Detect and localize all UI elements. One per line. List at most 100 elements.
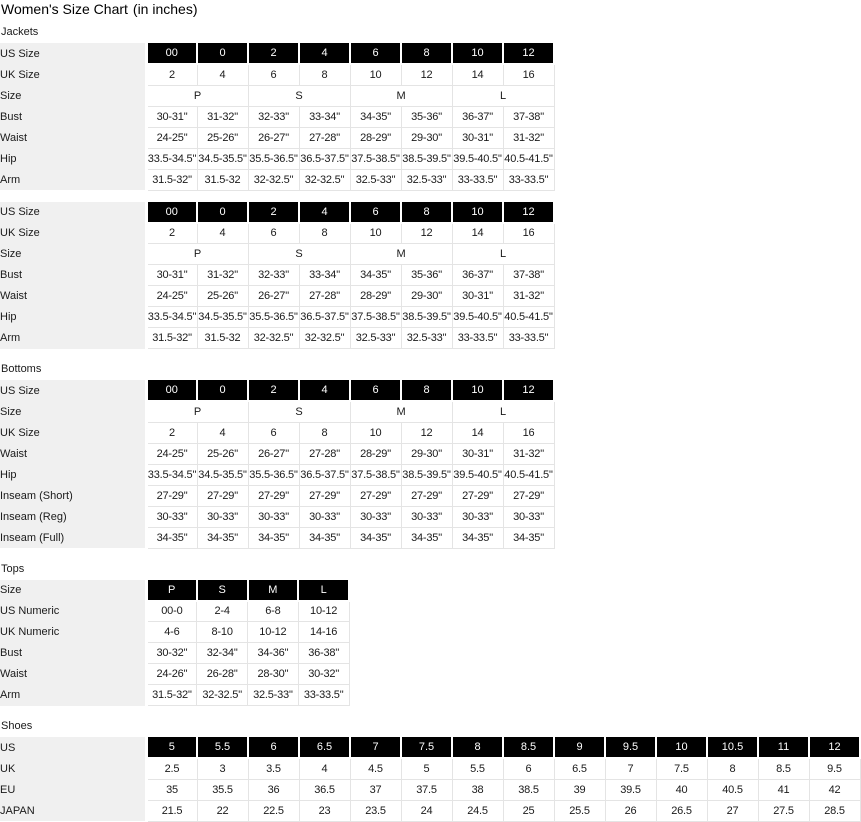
- data-cell: 27-28": [298, 442, 351, 465]
- row-label: US Size: [0, 201, 148, 223]
- data-cell: 32-32.5": [196, 684, 248, 706]
- table-row: Arm 31.5-32" 32-32.5" 32.5-33" 33-33.5": [0, 684, 350, 706]
- data-cell: M: [349, 84, 453, 107]
- data-cell: 28-29": [349, 442, 402, 465]
- data-cell: 4.5: [349, 757, 402, 780]
- header-cell: 6: [349, 380, 402, 402]
- data-cell: 32.5-33": [247, 684, 299, 706]
- header-cell: L: [297, 579, 350, 602]
- header-cell: 0: [196, 201, 249, 224]
- data-cell: 3.5: [247, 757, 300, 780]
- data-cell: 31.5-32": [145, 684, 198, 706]
- row-label: Waist: [0, 443, 148, 464]
- data-cell: 38.5: [502, 778, 555, 801]
- data-cell: 30-33": [247, 505, 300, 528]
- header-cell: 5.5: [196, 737, 249, 759]
- data-cell: 33.5-34.5": [145, 147, 198, 170]
- data-cell: M: [349, 400, 453, 423]
- data-cell: 4: [298, 757, 351, 780]
- data-cell: 31.5-32": [145, 168, 198, 191]
- header-cell: 8: [400, 43, 453, 65]
- data-cell: 10-12: [247, 621, 299, 643]
- data-cell: 24-25": [145, 442, 198, 465]
- table-row: UK Size 2 4 6 8 10 12 14 16: [0, 222, 555, 244]
- data-cell: 31-32": [502, 442, 555, 465]
- data-cell: 39.5-40.5": [451, 147, 504, 170]
- data-cell: 22: [196, 799, 249, 822]
- data-cell: 42: [808, 778, 861, 801]
- table-row: Size P S M L: [0, 84, 555, 107]
- table-row: Hip 33.5-34.5" 34.5-35.5" 35.5-36.5" 36.5-37…: [0, 306, 555, 328]
- data-cell: 27-29": [196, 484, 249, 507]
- data-cell: S: [247, 84, 351, 107]
- row-label: UK Size: [0, 64, 148, 85]
- data-cell: 2-4: [196, 600, 248, 622]
- data-cell: 27-29": [145, 484, 198, 507]
- data-cell: 10: [349, 63, 402, 86]
- header-cell: 6: [349, 201, 402, 224]
- data-cell: 30-33": [400, 505, 453, 528]
- data-cell: 32.5-33": [400, 327, 453, 349]
- header-cell: 10: [451, 43, 504, 65]
- data-cell: 12: [400, 63, 453, 86]
- data-cell: 27-29": [298, 484, 351, 507]
- data-cell: 29-30": [400, 126, 453, 149]
- header-cell: 8: [400, 380, 453, 402]
- data-cell: 8: [706, 757, 759, 780]
- row-label: EU: [0, 779, 148, 800]
- table-row: Waist 24-26" 26-28" 28-30" 30-32": [0, 663, 350, 685]
- table-row: UK Size 2 4 6 8 10 12 14 16: [0, 63, 555, 86]
- header-cell: 00: [145, 380, 198, 402]
- data-cell: 4: [196, 421, 249, 444]
- table-row: Arm 31.5-32" 31.5-32 32-32.5" 32-32.5" 32.5-3…: [0, 327, 555, 349]
- data-cell: 36.5: [298, 778, 351, 801]
- data-cell: 32-32.5": [247, 168, 300, 191]
- header-cell: 10: [451, 201, 504, 224]
- table-row: Bust 30-31" 31-32" 32-33" 33-34" 34-35" 35-36"…: [0, 105, 555, 128]
- header-cell: 12: [808, 737, 861, 759]
- row-label: US Numeric: [0, 600, 148, 622]
- data-cell: 10-12: [297, 600, 350, 622]
- data-cell: 32-33": [247, 264, 300, 286]
- header-cell: 0: [196, 380, 249, 402]
- data-cell: 24: [400, 799, 453, 822]
- data-cell: 4: [196, 222, 249, 244]
- data-cell: 26-27": [247, 126, 300, 149]
- data-cell: 40.5-41.5": [502, 147, 555, 170]
- table-row: Arm 31.5-32" 31.5-32 32-32.5" 32-32.5" 32.5-3…: [0, 168, 555, 191]
- section-title: Tops: [1, 562, 25, 575]
- header-cell: 2: [247, 43, 300, 65]
- data-cell: 25-26": [196, 285, 249, 307]
- data-cell: 32.5-33": [400, 168, 453, 191]
- data-cell: 36-38": [297, 642, 350, 664]
- data-cell: 24.5: [451, 799, 504, 822]
- header-cell: 2: [247, 201, 300, 224]
- data-cell: 8: [298, 63, 351, 86]
- data-cell: L: [451, 84, 555, 107]
- header-cell: 4: [298, 43, 351, 65]
- row-label: Bust: [0, 106, 148, 127]
- data-cell: 21.5: [145, 799, 198, 822]
- header-cell: 12: [502, 43, 555, 65]
- table-row: Size P S M L: [0, 243, 555, 265]
- data-cell: 35.5-36.5": [247, 147, 300, 170]
- data-cell: 30-33": [451, 505, 504, 528]
- data-cell: 33-33.5": [502, 327, 555, 349]
- row-label: Hip: [0, 148, 148, 169]
- data-cell: 35-36": [400, 105, 453, 128]
- data-cell: 38.5-39.5": [400, 147, 453, 170]
- data-cell: 39.5-40.5": [451, 463, 504, 486]
- data-cell: 28-30": [247, 663, 299, 685]
- data-cell: 35.5-36.5": [247, 463, 300, 486]
- section-title: Shoes: [1, 720, 33, 732]
- table-row: EU 35 35.5 36 36.5 37 37.5 38 38.5 39 39.5 40 40.5 41…: [0, 778, 861, 801]
- data-cell: 41: [757, 778, 810, 801]
- data-cell: 30-31": [145, 264, 198, 286]
- data-cell: 38.5-39.5": [400, 463, 453, 486]
- data-cell: 14: [451, 222, 504, 244]
- data-cell: 31.5-32: [196, 168, 249, 191]
- header-cell: S: [195, 579, 249, 602]
- data-cell: 25-26": [196, 442, 249, 465]
- data-cell: 30-33": [196, 505, 249, 528]
- data-cell: 25: [502, 799, 555, 822]
